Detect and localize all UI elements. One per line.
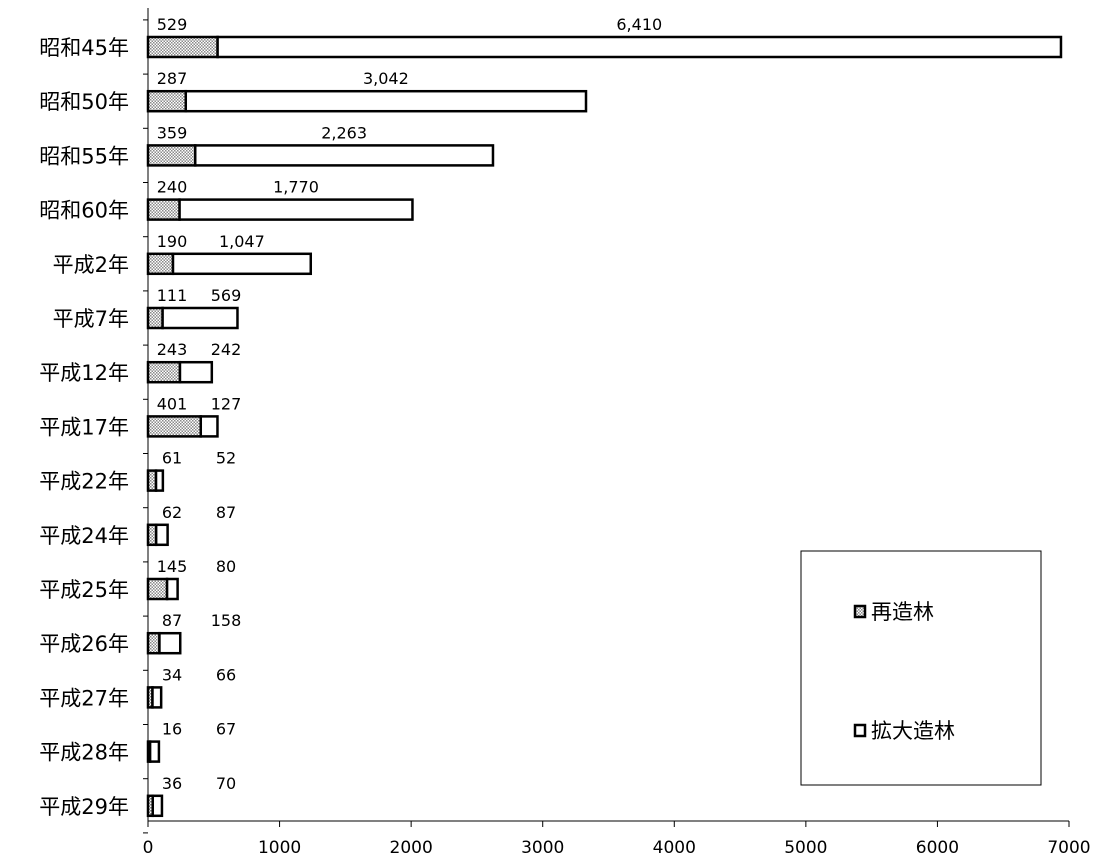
category-label: 平成2年	[53, 253, 129, 277]
legend-box	[800, 550, 1042, 786]
data-label-reforestation: 240	[157, 178, 188, 197]
x-tick-label: 6000	[916, 838, 959, 858]
data-label-expansion: 1,047	[219, 232, 265, 251]
data-label-reforestation: 62	[162, 503, 182, 522]
bar-expansion	[151, 794, 164, 818]
bar-expansion	[148, 740, 161, 763]
bar-expansion	[216, 35, 1063, 59]
data-label-reforestation: 359	[157, 123, 188, 142]
data-label-expansion: 3,042	[363, 69, 409, 88]
data-label-reforestation: 34	[162, 665, 182, 684]
data-label-reforestation: 243	[157, 340, 188, 359]
x-tick-label: 1000	[258, 838, 301, 858]
data-label-reforestation: 145	[157, 557, 188, 576]
bar-reforestation	[146, 89, 188, 113]
x-tick-label: 4000	[653, 838, 696, 858]
bar-reforestation	[146, 252, 175, 276]
legend-swatch-expansion	[853, 723, 867, 738]
legend-label-expansion: 拡大造林	[871, 719, 955, 743]
data-label-expansion: 1,770	[273, 178, 319, 197]
category-label: 平成28年	[39, 741, 129, 765]
bar-reforestation	[146, 360, 182, 384]
category-label: 平成25年	[39, 578, 129, 602]
category-label: 平成27年	[39, 686, 129, 710]
data-label-expansion: 6,410	[616, 15, 662, 34]
data-label-reforestation: 87	[162, 611, 182, 630]
category-label: 平成17年	[39, 415, 129, 439]
data-label-expansion: 52	[216, 449, 236, 468]
bar-expansion	[184, 89, 588, 113]
x-tick-label: 0	[143, 838, 154, 858]
data-label-reforestation: 529	[157, 15, 188, 34]
bar-reforestation	[146, 306, 164, 330]
data-label-expansion: 242	[211, 340, 242, 359]
x-tick-label: 3000	[521, 838, 564, 858]
category-label: 昭和55年	[39, 144, 129, 168]
bar-reforestation	[146, 415, 203, 438]
bar-expansion	[165, 577, 179, 601]
category-label: 平成12年	[39, 361, 129, 385]
x-tick-label: 2000	[390, 838, 433, 858]
bar-expansion	[193, 144, 495, 167]
data-label-expansion: 67	[216, 720, 236, 739]
data-label-expansion: 80	[216, 557, 236, 576]
category-label: 平成22年	[39, 470, 129, 494]
bar-expansion	[199, 415, 219, 438]
data-label-reforestation: 287	[157, 69, 188, 88]
data-label-expansion: 87	[216, 503, 236, 522]
data-label-expansion: 66	[216, 665, 236, 684]
bar-expansion	[178, 360, 214, 384]
data-label-reforestation: 36	[162, 774, 182, 793]
category-label: 平成26年	[39, 632, 129, 656]
bar-expansion	[161, 306, 239, 330]
category-label: 平成24年	[39, 524, 129, 548]
x-tick-label: 5000	[784, 838, 827, 858]
legend-swatch-reforestation	[853, 604, 867, 619]
bar-reforestation	[146, 631, 161, 655]
bar-expansion	[154, 523, 169, 547]
data-label-expansion: 2,263	[321, 123, 367, 142]
category-label: 平成29年	[39, 795, 129, 819]
category-label: 昭和45年	[39, 36, 129, 60]
bar-expansion	[151, 686, 163, 709]
bar-reforestation	[146, 144, 197, 167]
data-label-reforestation: 61	[162, 449, 182, 468]
bar-reforestation	[146, 35, 219, 59]
x-tick-label: 7000	[1047, 838, 1090, 858]
legend-label-reforestation: 再造林	[871, 600, 934, 624]
data-label-expansion: 127	[211, 394, 242, 413]
bar-reforestation	[146, 198, 181, 221]
data-label-expansion: 158	[211, 611, 242, 630]
bar-expansion	[171, 252, 313, 276]
bar-reforestation	[146, 577, 169, 601]
data-label-expansion: 569	[211, 286, 242, 305]
legend: 再造林 拡大造林	[800, 550, 1042, 786]
category-label: 平成7年	[53, 307, 129, 331]
bar-expansion	[158, 631, 182, 655]
data-label-expansion: 70	[216, 774, 236, 793]
category-label: 昭和60年	[39, 199, 129, 223]
bar-expansion	[154, 469, 165, 492]
category-label: 昭和50年	[39, 90, 129, 114]
bar-expansion	[178, 198, 414, 221]
data-label-reforestation: 111	[157, 286, 188, 305]
data-label-reforestation: 16	[162, 720, 182, 739]
data-label-reforestation: 401	[157, 394, 188, 413]
data-label-reforestation: 190	[157, 232, 188, 251]
